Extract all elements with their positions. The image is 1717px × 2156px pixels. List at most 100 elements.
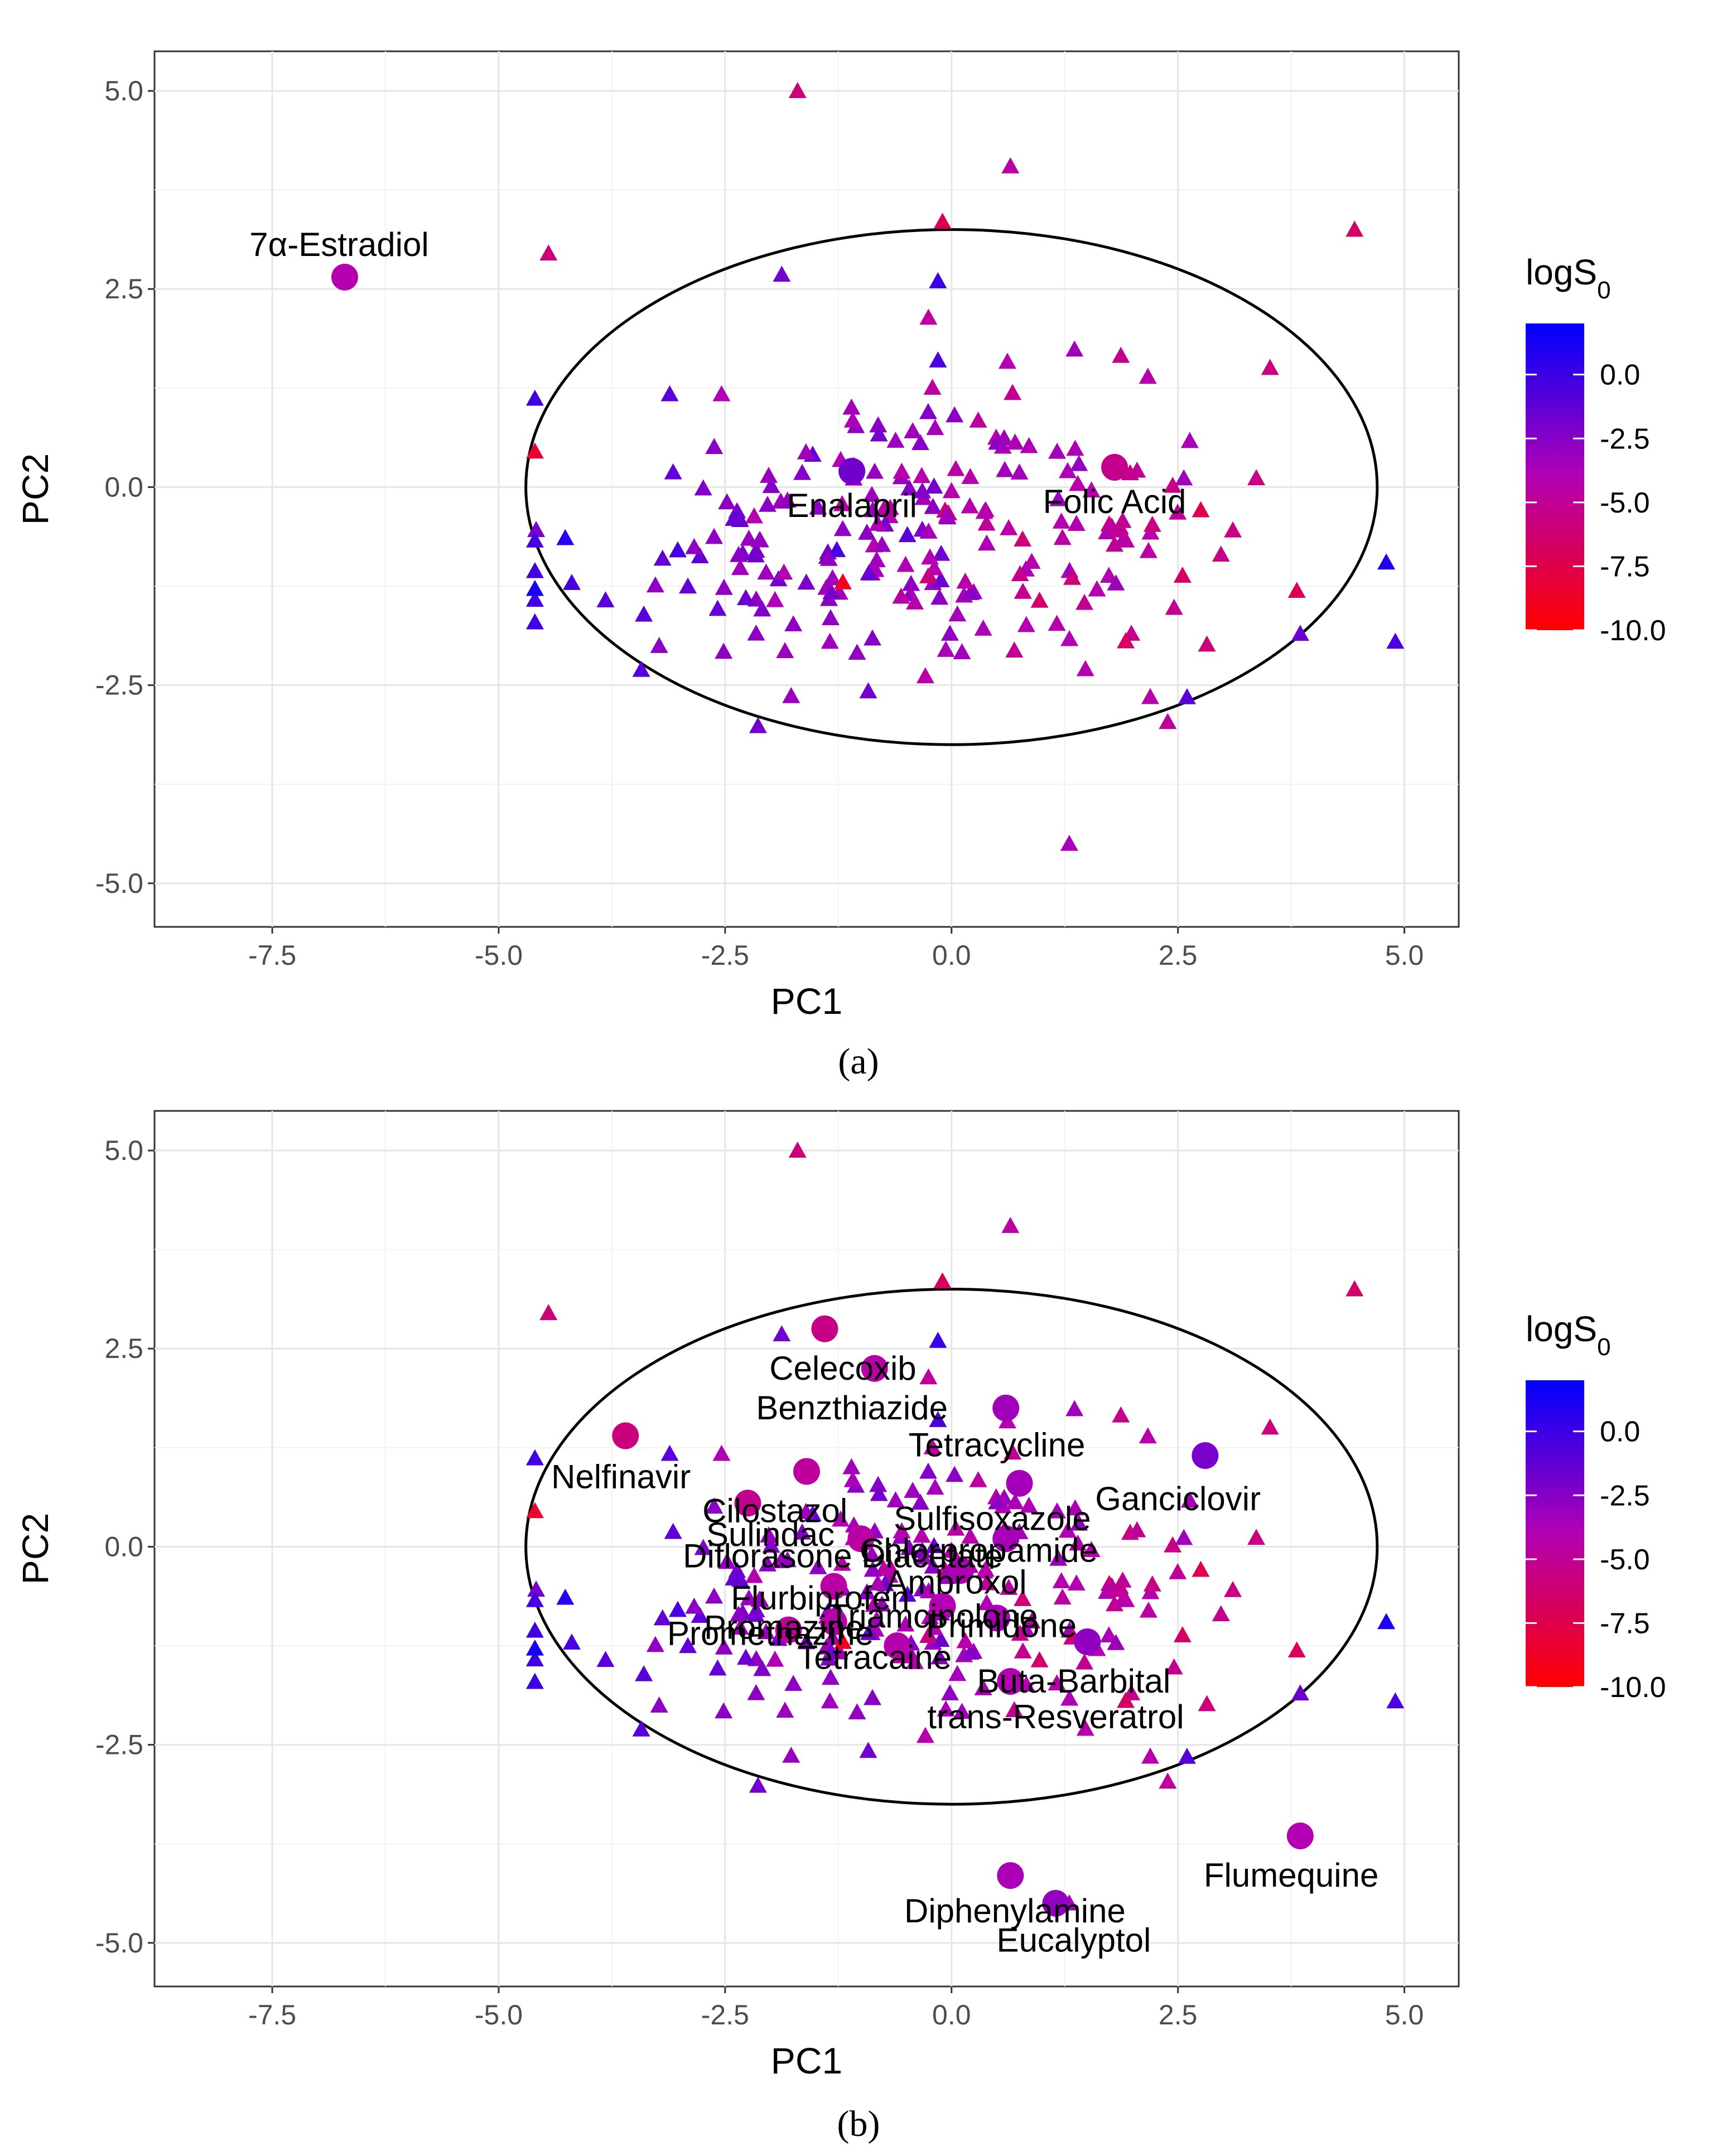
outlier-label: 7α-Estradiol bbox=[249, 226, 428, 263]
data-point-triangle bbox=[760, 1526, 778, 1543]
data-point-triangle bbox=[1030, 1651, 1049, 1667]
data-point-triangle bbox=[919, 567, 937, 583]
data-point-triangle bbox=[869, 1476, 888, 1492]
data-point-triangle bbox=[988, 433, 1006, 450]
data-point-triangle bbox=[1247, 1529, 1266, 1545]
data-point-triangle bbox=[833, 520, 852, 536]
data-point-triangle bbox=[1011, 1625, 1029, 1641]
data-point-triangle bbox=[961, 584, 980, 600]
data-point-triangle bbox=[782, 687, 800, 703]
data-point-triangle bbox=[685, 1597, 703, 1614]
x-tick-label: 2.5 bbox=[1159, 1999, 1198, 2031]
y-tick-label: 2.5 bbox=[104, 273, 143, 304]
data-point-triangle bbox=[525, 389, 544, 406]
data-point-triangle bbox=[1112, 346, 1130, 363]
data-point-triangle bbox=[527, 1580, 546, 1597]
data-point-triangle bbox=[974, 620, 992, 636]
data-point-triangle bbox=[904, 422, 922, 438]
data-point-triangle bbox=[822, 1669, 840, 1685]
data-point-triangle bbox=[1112, 1406, 1130, 1423]
data-point-triangle bbox=[902, 574, 920, 591]
outlier-label: Sulindac bbox=[706, 1516, 835, 1553]
data-point-triangle bbox=[923, 379, 942, 395]
plot-panel-a bbox=[153, 50, 1460, 928]
data-point-triangle bbox=[562, 574, 581, 590]
data-point-triangle bbox=[635, 1665, 653, 1681]
data-point-triangle bbox=[773, 265, 791, 282]
data-point-triangle bbox=[898, 526, 917, 543]
data-point-triangle bbox=[715, 1638, 733, 1655]
data-point-triangle bbox=[1178, 688, 1196, 704]
data-point-triangle bbox=[632, 1720, 650, 1737]
data-point-triangle bbox=[527, 521, 546, 537]
data-point-triangle bbox=[730, 1605, 748, 1622]
data-point-triangle bbox=[1014, 582, 1032, 599]
data-point-triangle bbox=[919, 523, 938, 539]
data-point-triangle bbox=[929, 1332, 947, 1348]
data-point-triangle bbox=[859, 1742, 877, 1758]
data-point-triangle bbox=[893, 1522, 911, 1539]
data-point-triangle bbox=[941, 1684, 959, 1700]
data-point-triangle bbox=[1198, 1695, 1216, 1712]
data-point-triangle bbox=[1139, 1601, 1157, 1618]
outlier-label: Folic Acid bbox=[1043, 483, 1187, 520]
data-point-triangle bbox=[860, 564, 878, 581]
data-point-triangle bbox=[1076, 660, 1094, 676]
data-point-triangle bbox=[1106, 535, 1124, 552]
grid-a bbox=[155, 51, 1459, 927]
data-point-triangle bbox=[539, 244, 558, 261]
data-point-triangle bbox=[1117, 1691, 1135, 1708]
data-point-triangle bbox=[916, 1727, 934, 1743]
data-point-triangle bbox=[823, 1628, 842, 1645]
data-point-triangle bbox=[961, 468, 980, 484]
data-point-triangle bbox=[947, 1519, 965, 1536]
outlier-label: Diflorasone Diacetate bbox=[683, 1537, 1003, 1574]
data-point-triangle bbox=[1159, 713, 1177, 729]
outlier-label: Enalapril bbox=[787, 487, 917, 524]
legend-tick-label: 0.0 bbox=[1600, 359, 1640, 391]
data-point-triangle bbox=[929, 351, 947, 368]
data-point-triangle bbox=[900, 1539, 919, 1555]
legend-title: logS0 bbox=[1526, 252, 1611, 304]
data-point-triangle bbox=[969, 411, 987, 428]
data-point-triangle bbox=[1377, 1613, 1396, 1630]
data-point-triangle bbox=[977, 534, 996, 551]
data-point-triangle bbox=[731, 1618, 749, 1635]
legend-tick-label: -10.0 bbox=[1600, 1671, 1666, 1704]
data-point-triangle bbox=[913, 482, 932, 499]
data-point-triangle bbox=[919, 403, 937, 419]
data-point-triangle bbox=[525, 442, 544, 459]
data-point-triangle bbox=[809, 498, 827, 515]
outlier-point bbox=[1042, 1889, 1069, 1917]
data-point-triangle bbox=[539, 1304, 558, 1321]
outlier-label: Chlorpropamide bbox=[860, 1532, 1098, 1569]
data-point-triangle bbox=[1048, 442, 1067, 459]
data-point-triangle bbox=[1005, 1701, 1024, 1718]
data-point-triangle bbox=[923, 1438, 942, 1454]
data-point-triangle bbox=[1020, 437, 1038, 453]
data-point-triangle bbox=[1169, 1563, 1187, 1579]
data-point-triangle bbox=[596, 1651, 615, 1667]
data-point-triangle bbox=[1165, 1658, 1183, 1675]
data-point-triangle bbox=[1164, 476, 1182, 493]
y-tick-label: -5.0 bbox=[95, 868, 143, 899]
y-axis-title-a: PC2 bbox=[15, 453, 56, 525]
data-point-triangle bbox=[715, 1702, 733, 1719]
legend-title-subscript: 0 bbox=[1597, 277, 1610, 304]
outlier-point bbox=[983, 1604, 1010, 1632]
outlier-label: Ambroxol bbox=[885, 1563, 1026, 1601]
data-point-triangle bbox=[660, 385, 679, 402]
outlier-point bbox=[861, 1355, 888, 1382]
data-point-triangle bbox=[691, 547, 709, 564]
data-point-triangle bbox=[953, 643, 971, 660]
data-point-triangle bbox=[1066, 439, 1084, 456]
data-point-triangle bbox=[937, 641, 955, 657]
data-point-triangle bbox=[1065, 1400, 1084, 1417]
data-point-triangle bbox=[921, 1608, 939, 1625]
data-point-triangle bbox=[562, 1633, 581, 1650]
data-point-triangle bbox=[1164, 1536, 1182, 1553]
data-point-triangle bbox=[932, 544, 951, 561]
data-point-triangle bbox=[740, 529, 758, 546]
data-point-triangle bbox=[730, 545, 748, 562]
data-point-triangle bbox=[1108, 1580, 1127, 1597]
